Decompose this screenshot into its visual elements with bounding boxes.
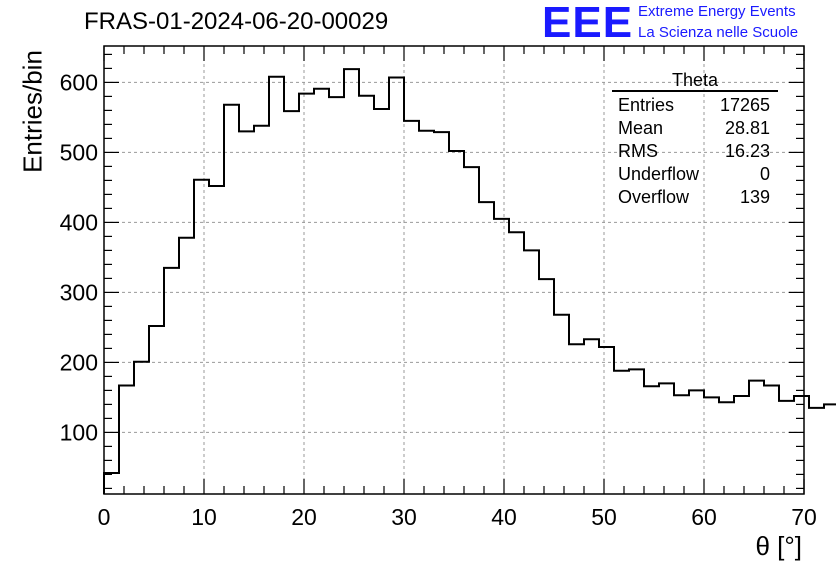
histogram-bin [284, 111, 299, 494]
x-tick-label: 0 [98, 504, 111, 530]
stats-value: 17265 [719, 95, 770, 115]
histogram-bin [374, 109, 389, 494]
histogram-bin [494, 219, 509, 494]
stats-row-underflow: Underflow 0 [612, 163, 778, 186]
x-tick-label: 50 [591, 504, 617, 530]
x-tick-label: 20 [291, 504, 317, 530]
histogram-bin [404, 121, 419, 494]
y-axis-label: Entries/bin [17, 50, 48, 173]
stats-value: 28.81 [724, 118, 770, 138]
histogram-bin [329, 97, 344, 494]
plot-frame [103, 45, 805, 495]
histogram-bin [464, 167, 479, 494]
stats-box: Theta Entries 17265 Mean 28.81 RMS 16.23… [612, 70, 778, 209]
stats-value: 0 [759, 164, 770, 184]
y-tick-label: 600 [60, 69, 98, 95]
x-tick-label: 30 [391, 504, 417, 530]
stats-label: RMS [618, 141, 658, 161]
histogram-outline [103, 68, 836, 494]
histogram-bin [389, 78, 404, 495]
y-tick-label: 400 [60, 209, 98, 235]
stats-label: Overflow [618, 187, 690, 207]
histogram-bin [344, 69, 359, 494]
histogram-bin [419, 131, 434, 494]
histogram-bin [749, 381, 764, 494]
histogram-bin [359, 96, 374, 494]
histogram-bin [764, 386, 779, 495]
stats-row-entries: Entries 17265 [612, 94, 778, 117]
histogram-bin [179, 238, 194, 494]
stats-value: 139 [739, 187, 770, 207]
logo-line-2: La Scienza nelle Scuole [638, 24, 799, 41]
stats-label: Underflow [618, 164, 700, 184]
histogram-bin [134, 362, 149, 494]
histogram-bin [479, 202, 494, 494]
histogram-bin [194, 180, 209, 494]
histogram-bin [719, 402, 734, 494]
x-tick-label: 60 [691, 504, 717, 530]
histogram-bin [539, 279, 554, 494]
histogram-bin [509, 232, 524, 494]
eee-logo: EEE [542, 0, 634, 47]
histogram-bin [314, 89, 329, 494]
histogram-bin [644, 386, 659, 494]
y-tick-label: 200 [60, 349, 98, 375]
stats-label: Mean [618, 118, 664, 138]
histogram-bin [269, 77, 284, 494]
histogram-bin [104, 473, 119, 494]
stats-row-rms: RMS 16.23 [612, 140, 778, 163]
histogram-bin [599, 347, 614, 494]
stats-row-mean: Mean 28.81 [612, 117, 778, 140]
y-tick-label: 300 [60, 279, 98, 305]
histogram-bin [224, 105, 239, 494]
histogram-bin [524, 250, 539, 494]
histogram-bin [824, 404, 836, 494]
histogram-bin [449, 151, 464, 494]
chart-title: FRAS-01-2024-06-20-00029 [84, 8, 389, 35]
x-axis-label: θ [°] [755, 531, 802, 561]
histogram-bin [164, 268, 179, 494]
x-tick-label: 10 [191, 504, 217, 530]
stats-title: Theta [612, 70, 778, 92]
stats-row-overflow: Overflow 139 [612, 186, 778, 209]
histogram-bin [674, 395, 689, 494]
histogram-bin [299, 94, 314, 494]
histogram-bin [239, 131, 254, 494]
histogram-bin [119, 386, 134, 495]
histogram-bin [689, 390, 704, 494]
y-tick-label: 500 [60, 139, 98, 165]
histogram-bin [734, 396, 749, 494]
histogram-bin [554, 315, 569, 494]
histogram-bin [809, 408, 824, 494]
histogram-bin [629, 369, 644, 494]
histogram-bin [704, 397, 719, 494]
x-tick-label: 70 [791, 504, 817, 530]
histogram-bin [794, 396, 809, 494]
histogram-bin [779, 401, 794, 494]
histogram-bin [434, 132, 449, 494]
stats-value: 16.23 [724, 141, 770, 161]
x-tick-label: 40 [491, 504, 517, 530]
y-tick-label: 100 [60, 419, 98, 445]
histogram-bin [659, 383, 674, 494]
stats-label: Entries [618, 95, 675, 115]
histogram-bin [209, 186, 224, 494]
histogram-bin [149, 326, 164, 494]
histogram-bin [254, 126, 269, 494]
logo-line-1: Extreme Energy Events [638, 3, 796, 20]
histogram-bin [569, 344, 584, 494]
